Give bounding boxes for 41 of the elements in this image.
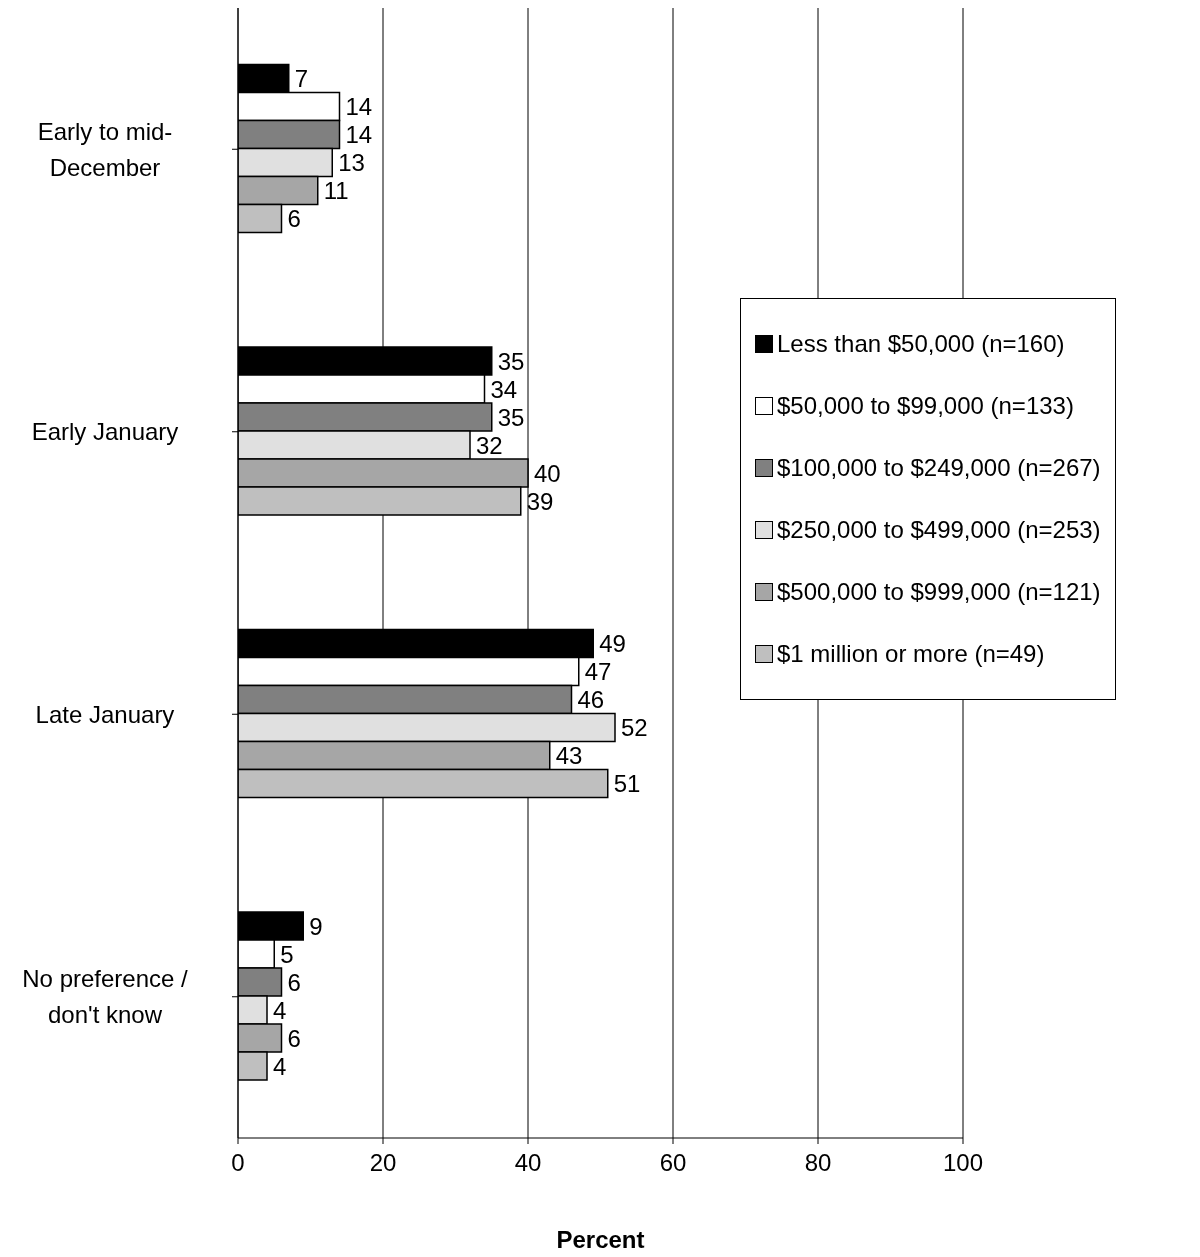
x-tick-label: 40 — [514, 1149, 542, 1177]
data-label: 6 — [287, 205, 301, 233]
data-label: 32 — [476, 431, 503, 459]
data-label: 11 — [323, 177, 349, 205]
data-label: 9 — [309, 912, 323, 940]
x-axis-title: Percent — [556, 1226, 645, 1253]
legend-label: $100,000 to $249,000 (n=267) — [777, 454, 1101, 482]
y-tick-label: No preference / don't know — [22, 965, 189, 1029]
data-label: 14 — [345, 121, 373, 149]
y-tick-label: Early to mid-December — [37, 117, 173, 181]
legend-label: $250,000 to $499,000 (n=253) — [777, 516, 1101, 544]
x-tick-label: 80 — [804, 1149, 832, 1177]
data-label: 49 — [599, 630, 626, 658]
data-label: 34 — [490, 375, 518, 403]
legend-label: $500,000 to $999,000 (n=121) — [777, 578, 1101, 606]
x-tick-label: 60 — [659, 1149, 687, 1177]
data-label: 35 — [497, 403, 525, 431]
data-label: 47 — [584, 658, 612, 686]
data-label: 46 — [577, 686, 605, 714]
data-label: 5 — [280, 940, 294, 968]
data-label: 13 — [338, 149, 365, 177]
data-label: 35 — [497, 347, 525, 375]
legend-label: Less than $50,000 (n=160) — [777, 330, 1065, 358]
data-label: 4 — [273, 1052, 287, 1080]
legend-label: $50,000 to $99,000 (n=133) — [777, 392, 1074, 420]
data-label: 4 — [273, 996, 287, 1024]
data-label: 6 — [287, 1024, 301, 1052]
x-tick-label: 20 — [369, 1149, 397, 1177]
y-tick-label: Early January — [31, 418, 179, 446]
data-label: 40 — [534, 459, 561, 487]
data-label: 51 — [613, 770, 641, 798]
data-label: 39 — [526, 487, 554, 515]
data-label: 7 — [294, 65, 309, 93]
legend-label: $1 million or more (n=49) — [777, 640, 1045, 668]
data-label: 52 — [621, 714, 648, 742]
x-tick-label: 0 — [231, 1149, 245, 1177]
data-label: 6 — [287, 968, 301, 996]
data-label: 43 — [555, 742, 583, 770]
y-tick-label: Late January — [35, 700, 175, 728]
data-label: 14 — [345, 93, 373, 121]
x-tick-label: 100 — [942, 1149, 984, 1177]
